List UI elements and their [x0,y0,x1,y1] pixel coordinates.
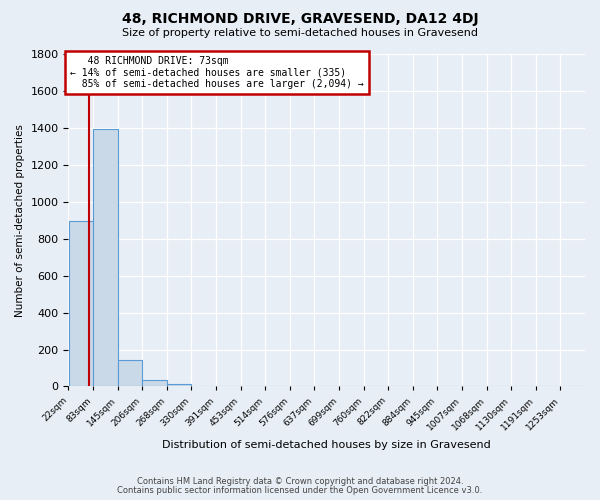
Bar [167,384,191,386]
Y-axis label: Number of semi-detached properties: Number of semi-detached properties [15,124,25,316]
Text: 48, RICHMOND DRIVE, GRAVESEND, DA12 4DJ: 48, RICHMOND DRIVE, GRAVESEND, DA12 4DJ [122,12,478,26]
Bar [68,221,93,386]
Bar [93,129,118,386]
X-axis label: Distribution of semi-detached houses by size in Gravesend: Distribution of semi-detached houses by … [163,440,491,450]
Text: 48 RICHMOND DRIVE: 73sqm
← 14% of semi-detached houses are smaller (335)
  85% o: 48 RICHMOND DRIVE: 73sqm ← 14% of semi-d… [70,56,364,89]
Text: Contains HM Land Registry data © Crown copyright and database right 2024.: Contains HM Land Registry data © Crown c… [137,477,463,486]
Bar [118,360,142,386]
Text: Contains public sector information licensed under the Open Government Licence v3: Contains public sector information licen… [118,486,482,495]
Bar [142,380,167,386]
Text: Size of property relative to semi-detached houses in Gravesend: Size of property relative to semi-detach… [122,28,478,38]
